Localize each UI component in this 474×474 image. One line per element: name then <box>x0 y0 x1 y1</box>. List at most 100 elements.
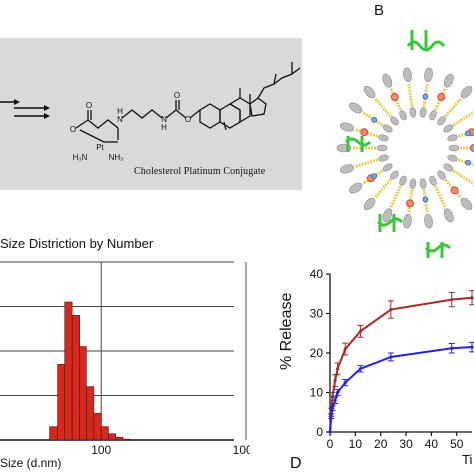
lipid-head <box>448 144 460 152</box>
release-data-point <box>358 367 363 371</box>
atom-n1: N <box>117 115 123 124</box>
molecule-bonds <box>75 62 301 143</box>
release-x-tick-label: 20 <box>374 437 388 451</box>
atom-o3: O <box>174 91 180 100</box>
lipid-head <box>437 116 446 126</box>
lipid-head <box>339 122 355 132</box>
lipid-head <box>378 154 389 162</box>
lipid-head <box>399 175 407 186</box>
lipid-head <box>349 182 363 194</box>
release-x-tick-label: 0 <box>327 437 334 451</box>
histogram-tick-label: 100 <box>91 443 111 457</box>
lipid-tail <box>422 82 429 107</box>
atom-o4: O <box>185 115 191 124</box>
lipid-head <box>382 73 393 88</box>
histogram-bar <box>64 301 73 441</box>
release-series-line <box>329 296 473 433</box>
drug-conjugate-dot <box>450 186 459 195</box>
lipid-head <box>403 67 412 83</box>
lipid-head <box>447 154 458 162</box>
release-data-point <box>330 406 335 410</box>
release-series <box>328 290 474 434</box>
size-histogram: 100 1000 <box>0 261 250 457</box>
lipid-tail <box>389 185 402 209</box>
lipid-head <box>409 107 417 118</box>
atom-n2: N <box>161 115 167 124</box>
release-x-label: Ti <box>462 452 473 467</box>
histogram-bars <box>49 301 131 441</box>
release-data-point <box>470 345 474 349</box>
atom-nh3: NH₃ <box>109 153 124 162</box>
blue-marker-dot <box>371 116 378 123</box>
lipid-head <box>390 116 399 126</box>
lipid-tail <box>354 158 379 169</box>
lipid-head <box>443 73 454 88</box>
panel-letter-b: B <box>374 2 385 19</box>
peg-chains <box>344 30 452 258</box>
release-y-label: % Release <box>278 292 295 370</box>
lipid-head <box>419 178 427 189</box>
lipid-head <box>437 170 446 180</box>
release-x-tick-label: 50 <box>450 437 464 451</box>
lipid-tail <box>373 178 392 199</box>
release-data-point <box>389 355 393 359</box>
atom-h1: H <box>117 107 123 116</box>
lipid-tail <box>444 97 463 118</box>
release-data-point <box>389 307 393 312</box>
release-data-point <box>358 329 363 333</box>
histogram-bar <box>57 364 66 441</box>
release-y-tick-label: 20 <box>310 346 324 360</box>
lipid-tail <box>452 169 474 185</box>
release-x-tick-label: 40 <box>425 437 439 451</box>
lipid-head <box>443 124 454 133</box>
lipid-head <box>399 110 407 121</box>
lipid-tail <box>407 82 414 107</box>
release-y-tick-label: 40 <box>310 267 324 281</box>
blue-marker-dot <box>422 93 429 100</box>
vesicle-schematic <box>336 30 474 258</box>
release-data-point <box>450 298 454 302</box>
release-data-point <box>336 390 340 395</box>
lipid-tail <box>434 185 447 209</box>
lipid-head <box>460 197 473 211</box>
lipid-head <box>424 213 433 229</box>
release-data-point <box>336 367 340 371</box>
lipid-head <box>419 107 427 118</box>
structure-drawing: O O N H N H O O Pt H₃N NH₃ <box>0 62 301 162</box>
histogram-bar <box>79 346 87 441</box>
histogram-bar <box>71 315 80 441</box>
histogram-bar <box>86 386 95 441</box>
release-y-tick-label: 0 <box>316 425 323 439</box>
histogram-bar <box>100 426 109 441</box>
reaction-arrows <box>0 99 50 119</box>
drug-conjugate-dot <box>390 93 399 102</box>
release-data-point <box>343 381 347 385</box>
histogram-bar <box>93 413 102 441</box>
histogram-bar <box>108 433 117 441</box>
chemical-structure-panel: O O N H N H O O Pt H₃N NH₃ Cholesterol P… <box>0 38 302 190</box>
release-data-point <box>333 398 337 402</box>
release-data-point <box>333 379 337 383</box>
lipid-tail <box>361 111 384 127</box>
blue-marker-dot <box>464 159 471 166</box>
release-y-tick-label: 30 <box>310 307 324 321</box>
lipid-tail <box>373 97 392 118</box>
histogram-bar <box>115 437 124 441</box>
lipid-bilayer <box>336 67 474 229</box>
release-data-point <box>329 414 333 418</box>
lipid-head <box>382 208 393 223</box>
atom-o1: O <box>70 125 76 134</box>
atom-h3n: H₃N <box>73 153 88 162</box>
lipid-head <box>424 67 433 83</box>
lipid-head <box>447 134 458 142</box>
lipid-head <box>378 134 389 142</box>
histogram-tick-labels: 100 1000 <box>91 443 250 457</box>
release-x-tick-label: 30 <box>399 437 413 451</box>
lipid-head <box>390 170 399 180</box>
lipid-head <box>349 102 363 114</box>
release-data-point <box>328 430 332 434</box>
lipid-head <box>409 178 417 189</box>
release-tick-labels: 0 10 20 30 40 0 10 20 30 40 50 <box>310 267 464 451</box>
release-data-point <box>450 346 454 350</box>
lipid-head <box>429 175 437 186</box>
